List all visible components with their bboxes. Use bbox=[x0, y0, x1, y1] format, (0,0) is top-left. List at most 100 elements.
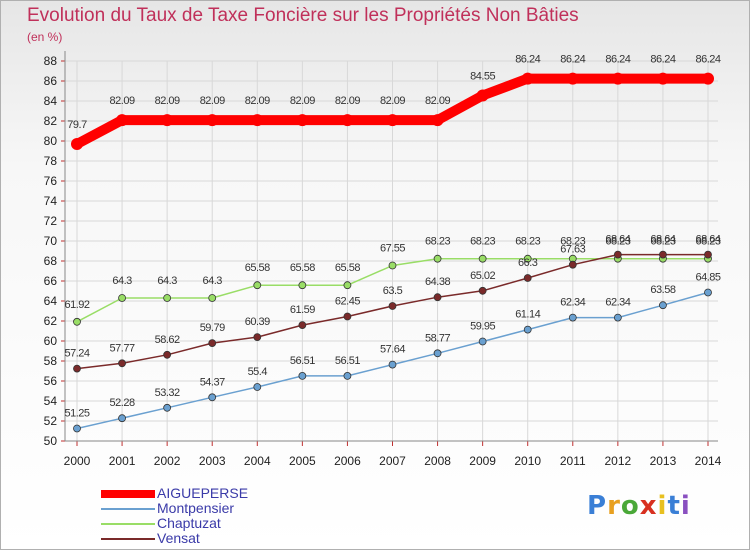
data-point bbox=[118, 359, 126, 368]
data-label: 65.58 bbox=[335, 262, 360, 274]
data-point bbox=[341, 114, 354, 127]
x-tick-label: 2005 bbox=[289, 454, 316, 468]
data-point bbox=[611, 72, 624, 85]
y-tick-label: 68 bbox=[44, 254, 58, 268]
y-tick-label: 50 bbox=[44, 434, 58, 448]
data-label: 82.09 bbox=[110, 95, 135, 107]
y-tick-label: 72 bbox=[44, 214, 58, 228]
data-label: 82.09 bbox=[380, 95, 405, 107]
data-label: 67.63 bbox=[560, 244, 585, 256]
data-label: 82.09 bbox=[335, 95, 360, 107]
chart-title: Evolution du Taux de Taxe Foncière sur l… bbox=[27, 5, 579, 26]
x-tick-label: 2001 bbox=[109, 454, 136, 468]
data-point bbox=[73, 424, 81, 433]
y-tick-label: 56 bbox=[44, 374, 58, 388]
data-point bbox=[656, 72, 669, 85]
data-point bbox=[566, 72, 579, 85]
data-point bbox=[343, 312, 352, 321]
y-tick-label: 54 bbox=[44, 394, 58, 408]
data-point bbox=[253, 383, 262, 391]
data-label: 84.55 bbox=[470, 71, 495, 83]
data-label: 52.28 bbox=[110, 397, 135, 409]
y-tick-label: 58 bbox=[44, 354, 58, 368]
data-label: 63.5 bbox=[383, 285, 403, 297]
data-label: 61.14 bbox=[515, 309, 540, 321]
logo-letter: i bbox=[657, 491, 668, 521]
data-label: 68.23 bbox=[650, 236, 675, 248]
y-tick-label: 62 bbox=[44, 314, 58, 328]
data-point bbox=[478, 254, 487, 263]
data-point bbox=[253, 281, 262, 290]
legend-label: Vensat bbox=[157, 530, 200, 546]
data-point bbox=[208, 393, 217, 402]
data-point bbox=[433, 349, 442, 358]
x-tick-label: 2014 bbox=[695, 454, 722, 468]
data-point bbox=[298, 281, 307, 290]
logo-letter: x bbox=[639, 491, 658, 521]
x-tick-label: 2004 bbox=[244, 454, 271, 468]
data-label: 82.09 bbox=[245, 95, 270, 107]
data-point bbox=[704, 288, 712, 297]
data-point bbox=[478, 286, 487, 295]
data-label: 58.77 bbox=[425, 332, 450, 344]
y-axis-unit-label: (en %) bbox=[27, 30, 63, 44]
data-label: 86.24 bbox=[605, 54, 630, 66]
data-label: 82.09 bbox=[200, 95, 225, 107]
x-tick-label: 2008 bbox=[424, 454, 451, 468]
data-label: 64.3 bbox=[112, 275, 132, 287]
data-point bbox=[523, 254, 532, 263]
x-tick-label: 2007 bbox=[379, 454, 406, 468]
x-tick-label: 2003 bbox=[199, 454, 226, 468]
data-point bbox=[118, 294, 126, 302]
data-label: 56.51 bbox=[290, 355, 315, 367]
logo-letter: r bbox=[607, 491, 621, 521]
data-label: 51.25 bbox=[64, 408, 89, 420]
y-tick-label: 64 bbox=[44, 294, 58, 308]
data-point bbox=[659, 301, 667, 310]
x-tick-label: 2009 bbox=[469, 454, 496, 468]
data-label: 62.45 bbox=[335, 296, 360, 308]
data-point bbox=[298, 371, 307, 380]
data-point bbox=[343, 281, 352, 290]
data-point bbox=[208, 339, 217, 348]
legend-swatch bbox=[101, 508, 155, 510]
data-label: 62.34 bbox=[605, 297, 630, 309]
data-label: 57.24 bbox=[64, 348, 89, 360]
logo-letter: t bbox=[667, 491, 681, 521]
data-point bbox=[613, 313, 622, 322]
data-point bbox=[521, 72, 534, 85]
data-label: 68.64 bbox=[695, 234, 720, 246]
data-point bbox=[296, 114, 309, 127]
x-tick-label: 2000 bbox=[64, 454, 91, 468]
data-label: 82.09 bbox=[155, 95, 180, 107]
data-label: 68.23 bbox=[425, 236, 450, 248]
data-label: 63.58 bbox=[650, 284, 675, 296]
data-point bbox=[568, 313, 577, 322]
data-point bbox=[73, 317, 81, 326]
data-label: 68.64 bbox=[605, 234, 630, 246]
legend-swatch bbox=[101, 523, 155, 525]
data-point bbox=[478, 337, 487, 346]
data-label: 64.3 bbox=[203, 275, 223, 287]
y-tick-label: 80 bbox=[44, 134, 58, 148]
data-point bbox=[253, 333, 262, 342]
legend-label: Chaptuzat bbox=[157, 515, 221, 531]
y-tick-label: 86 bbox=[44, 74, 58, 88]
data-point bbox=[163, 294, 172, 302]
x-tick-label: 2013 bbox=[650, 454, 677, 468]
data-point bbox=[388, 360, 397, 369]
data-point bbox=[704, 250, 712, 259]
data-label: 65.58 bbox=[290, 262, 315, 274]
data-label: 79.7 bbox=[67, 119, 87, 131]
y-tick-label: 70 bbox=[44, 234, 58, 248]
y-tick-label: 66 bbox=[44, 274, 58, 288]
y-tick-label: 60 bbox=[44, 334, 58, 348]
data-label: 86.24 bbox=[650, 54, 675, 66]
data-point bbox=[388, 302, 397, 310]
data-label: 54.37 bbox=[200, 376, 225, 388]
data-label: 62.34 bbox=[560, 297, 585, 309]
y-tick-label: 84 bbox=[44, 94, 58, 108]
data-label: 68.23 bbox=[560, 236, 585, 248]
